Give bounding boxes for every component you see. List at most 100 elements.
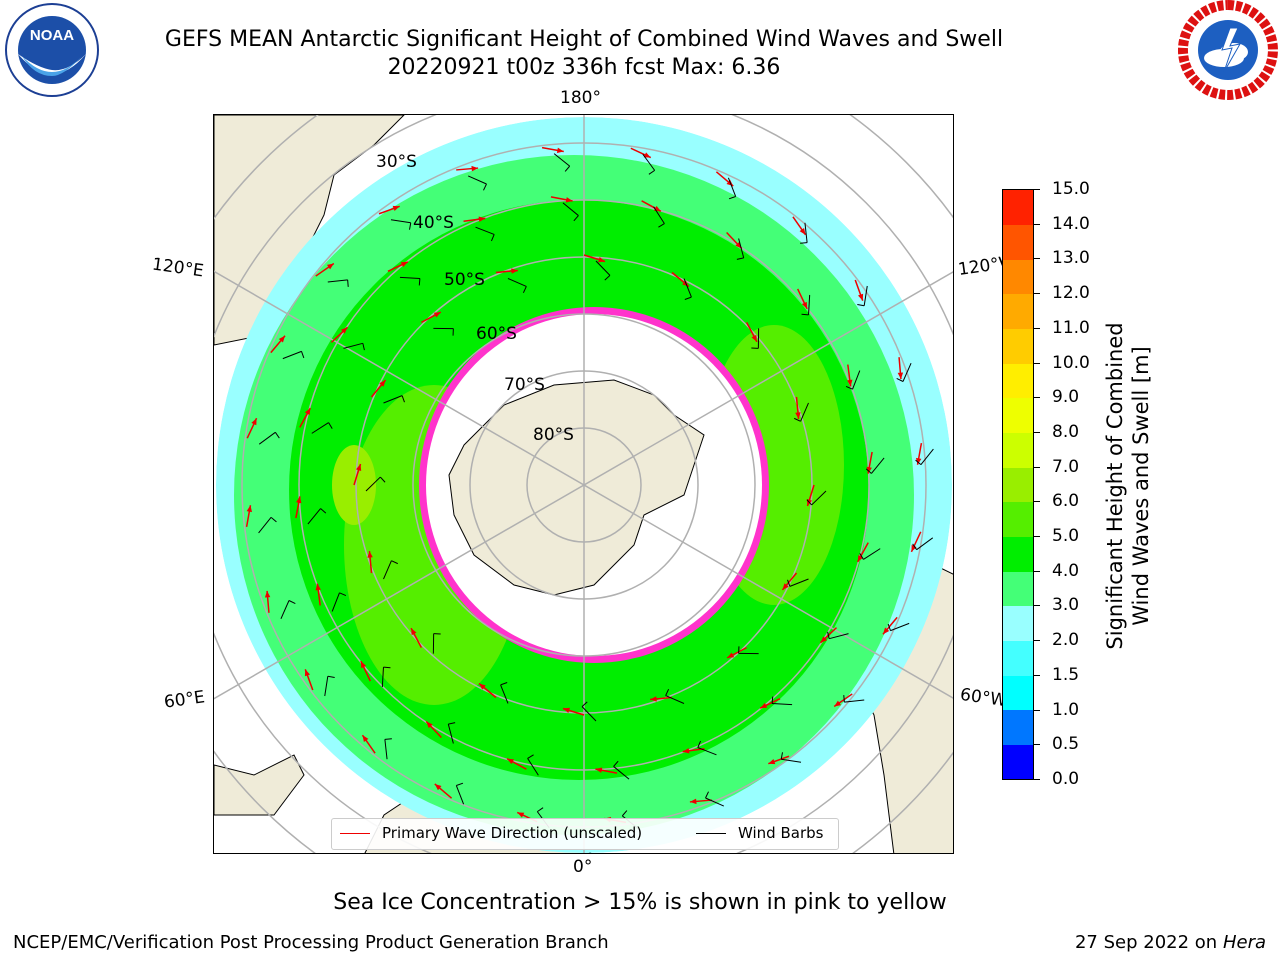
wind-barb [683, 278, 692, 298]
colorbar-segment [1003, 259, 1033, 295]
wind-barb-feather [843, 695, 845, 703]
wind-barb [331, 592, 340, 612]
wind-barb [808, 294, 811, 315]
wind-barb [890, 622, 910, 632]
colorbar-segment [1003, 293, 1033, 330]
map-legend: Primary Wave Direction (unscaled) Wind B… [331, 818, 839, 850]
wind-barb [307, 508, 321, 525]
legend-item-wind-barbs: Wind Barbs [696, 824, 823, 842]
wave-arrow-head [315, 583, 321, 591]
wind-barb [863, 548, 881, 560]
colorbar-tick-label: 0.0 [1052, 769, 1080, 789]
wind-barb-feather [857, 304, 865, 307]
wind-barb [653, 206, 665, 224]
colorbar-tick [1034, 362, 1040, 364]
colorbar-tick [1034, 431, 1040, 433]
wave-arrow-head [326, 263, 334, 270]
wind-barb [863, 285, 868, 306]
lat-label-80s: 80°S [533, 425, 574, 445]
wave-arrow-head [340, 327, 348, 334]
wind-barb [613, 766, 630, 780]
wave-arrow-head [278, 335, 286, 343]
wind-barb-feather [288, 600, 296, 604]
colorbar-tick-label: 6.0 [1052, 491, 1080, 512]
wave-arrow-head [392, 205, 400, 212]
wind-barb-feather [800, 242, 808, 244]
wind-barb-feather [401, 395, 405, 403]
wind-barb [365, 476, 381, 492]
nws-logo [1177, 0, 1278, 100]
wind-barb-feather [665, 689, 670, 696]
colorbar-tick [1034, 293, 1040, 295]
colorbar-segment [1003, 501, 1033, 537]
wave-arrow-head [251, 418, 257, 426]
wind-barb [902, 362, 912, 382]
wave-arrow-head [689, 798, 697, 805]
wind-barb-feather [391, 560, 398, 565]
wind-barb-feather [896, 378, 904, 382]
colorbar [1002, 189, 1034, 780]
colorbar-tick [1034, 640, 1040, 642]
wind-barb [447, 724, 454, 744]
wind-barb-feather [483, 183, 487, 191]
wind-barb-feather [780, 752, 783, 760]
colorbar-segment [1003, 640, 1033, 676]
wave-arrow-head [478, 216, 486, 222]
wave-arrow-head [897, 372, 904, 380]
wind-barb [381, 667, 384, 688]
colorbar-tick-label: 13.0 [1052, 248, 1090, 269]
wave-arrow-head [882, 627, 890, 635]
wave-arrow-head [857, 554, 864, 562]
longitude-line [214, 270, 953, 699]
sea-ice-caption: Sea Ice Concentration > 15% is shown in … [333, 890, 947, 915]
antarctica-land [448, 379, 705, 596]
colorbar-title-line2: Wind Waves and Swell [m] [1129, 346, 1153, 626]
wave-arrow-head [768, 758, 776, 765]
wave-arrow-head [735, 241, 742, 249]
wave-arrow-head [517, 812, 525, 818]
wave-arrow-head [367, 551, 373, 558]
colorbar-tick-label: 1.0 [1052, 699, 1080, 720]
wind-barb-feather [794, 417, 801, 422]
wind-barb [871, 457, 885, 474]
madagascar-land [214, 754, 305, 816]
wave-arrow-head [834, 700, 842, 707]
wave-arrow-head [643, 152, 651, 158]
wave-arrow-head [727, 652, 735, 658]
wind-barb [500, 684, 509, 704]
wind-barb-feather [736, 257, 744, 260]
wave-arrow-head [511, 268, 518, 274]
wind-barb [399, 276, 420, 279]
wind-barb-feather [684, 296, 692, 300]
wind-barb [800, 402, 809, 422]
lat-label-60s: 60°S [476, 324, 517, 344]
colorbar-tick-label: 5.0 [1052, 526, 1080, 547]
wave-arrow-head [801, 301, 808, 309]
wind-barb [258, 517, 272, 534]
colorbar-segment [1003, 709, 1033, 745]
wind-barb-feather [490, 234, 495, 242]
wind-barb [507, 278, 527, 287]
colorbar-tick [1034, 327, 1040, 329]
wind-barb [343, 342, 363, 349]
colorbar-tick [1034, 570, 1040, 572]
colorbar-segment [1003, 571, 1033, 607]
wind-barb [781, 758, 802, 763]
chart-title: GEFS MEAN Antarctic Significant Height o… [164, 27, 1004, 52]
wind-barb-feather [648, 169, 655, 175]
wave-arrow-head [565, 197, 573, 203]
wind-barb-feather [339, 592, 347, 597]
colorbar-segment [1003, 397, 1033, 434]
colorbar-tick [1034, 605, 1040, 607]
wave-arrow-head [595, 767, 603, 773]
lon-label-60w: 60°W [958, 684, 1009, 712]
wind-barb [527, 758, 539, 776]
wave-arrow-head [264, 590, 271, 598]
wind-barb-feather [320, 508, 327, 514]
wind-barb [789, 578, 809, 587]
wave-arrow-head [650, 696, 657, 702]
colorbar-tick [1034, 466, 1040, 468]
colorbar-tick [1034, 674, 1040, 676]
wind-barb [705, 797, 725, 807]
wind-barb-feather [448, 722, 456, 725]
